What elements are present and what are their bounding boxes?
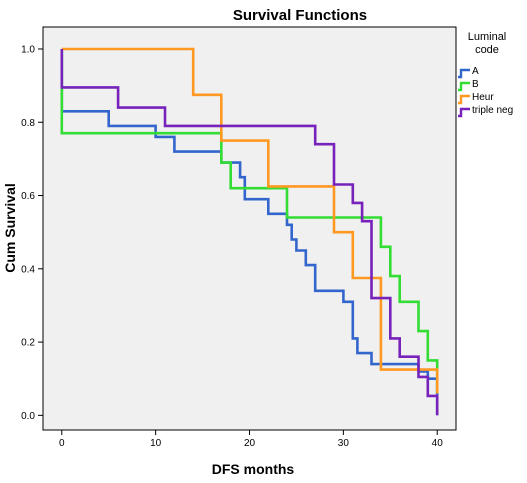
legend-title-line-2: code	[475, 44, 499, 56]
x-axis-title: DFS months	[212, 461, 295, 477]
legend-label: triple neg	[472, 105, 513, 116]
legend-items: AB Heur triple neg	[458, 66, 513, 118]
series-line-heur	[61, 47, 439, 394]
legend-swatch	[458, 107, 470, 118]
legend-label: A	[472, 66, 479, 77]
series-lines	[60, 47, 439, 416]
series-line-a	[60, 49, 439, 416]
legend-label: Heur	[472, 92, 494, 103]
y-tick-label: 0.8	[21, 118, 35, 129]
legend-swatch	[458, 94, 470, 105]
x-tick-label: 0	[59, 438, 65, 449]
x-tick-label: 10	[150, 438, 162, 449]
legend-title-line-1: Luminal	[468, 31, 507, 43]
x-tick-label: 20	[244, 438, 256, 449]
y-tick-label: 0.0	[21, 411, 35, 422]
y-tick-label: 0.4	[21, 264, 35, 275]
axis-ticks: 0 10 20 30 40 0.0 0.2 0.4 0.6 0.8 1.0	[21, 44, 443, 449]
x-tick-label: 40	[432, 438, 444, 449]
y-axis-title: Cum Survival	[2, 183, 18, 272]
y-tick-label: 0.2	[21, 338, 35, 349]
y-tick-label: 1.0	[21, 44, 35, 55]
series-line-triple-neg	[60, 49, 439, 416]
chart-title: Survival Functions	[233, 7, 367, 24]
series-line-b	[60, 49, 439, 394]
x-tick-label: 30	[338, 438, 350, 449]
legend-label: B	[472, 79, 479, 90]
y-tick-label: 0.6	[21, 191, 35, 202]
legend-swatch	[458, 68, 470, 79]
legend: Luminal code AB Heur triple neg	[458, 31, 513, 118]
legend-swatch	[458, 81, 470, 92]
